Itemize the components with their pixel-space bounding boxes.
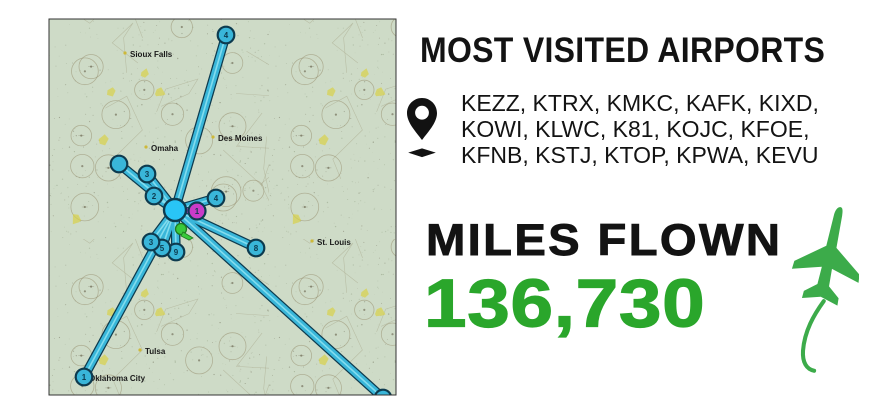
svg-text:8: 8 bbox=[254, 244, 259, 253]
svg-text:1: 1 bbox=[195, 207, 200, 216]
svg-text:St. Louis: St. Louis bbox=[317, 238, 351, 247]
svg-text:3: 3 bbox=[149, 238, 154, 247]
svg-text:4: 4 bbox=[214, 194, 219, 203]
svg-text:5: 5 bbox=[160, 244, 165, 253]
svg-text:3: 3 bbox=[145, 170, 150, 179]
svg-text:Tulsa: Tulsa bbox=[145, 347, 166, 356]
svg-text:Omaha: Omaha bbox=[151, 144, 179, 153]
svg-text:2: 2 bbox=[152, 192, 157, 201]
svg-text:1: 1 bbox=[82, 373, 87, 382]
svg-text:Sioux Falls: Sioux Falls bbox=[130, 50, 173, 59]
svg-text:Des Moines: Des Moines bbox=[218, 134, 263, 143]
svg-text:Oklahoma City: Oklahoma City bbox=[89, 374, 146, 383]
svg-text:4: 4 bbox=[224, 31, 229, 40]
svg-text:9: 9 bbox=[174, 248, 179, 257]
